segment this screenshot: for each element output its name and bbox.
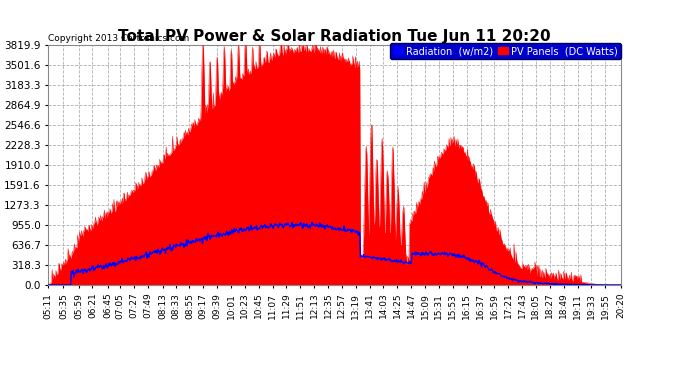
Legend: Radiation  (w/m2), PV Panels  (DC Watts): Radiation (w/m2), PV Panels (DC Watts)	[390, 43, 621, 59]
Title: Total PV Power & Solar Radiation Tue Jun 11 20:20: Total PV Power & Solar Radiation Tue Jun…	[119, 29, 551, 44]
Text: Copyright 2013 Cartronics.com: Copyright 2013 Cartronics.com	[48, 34, 190, 43]
